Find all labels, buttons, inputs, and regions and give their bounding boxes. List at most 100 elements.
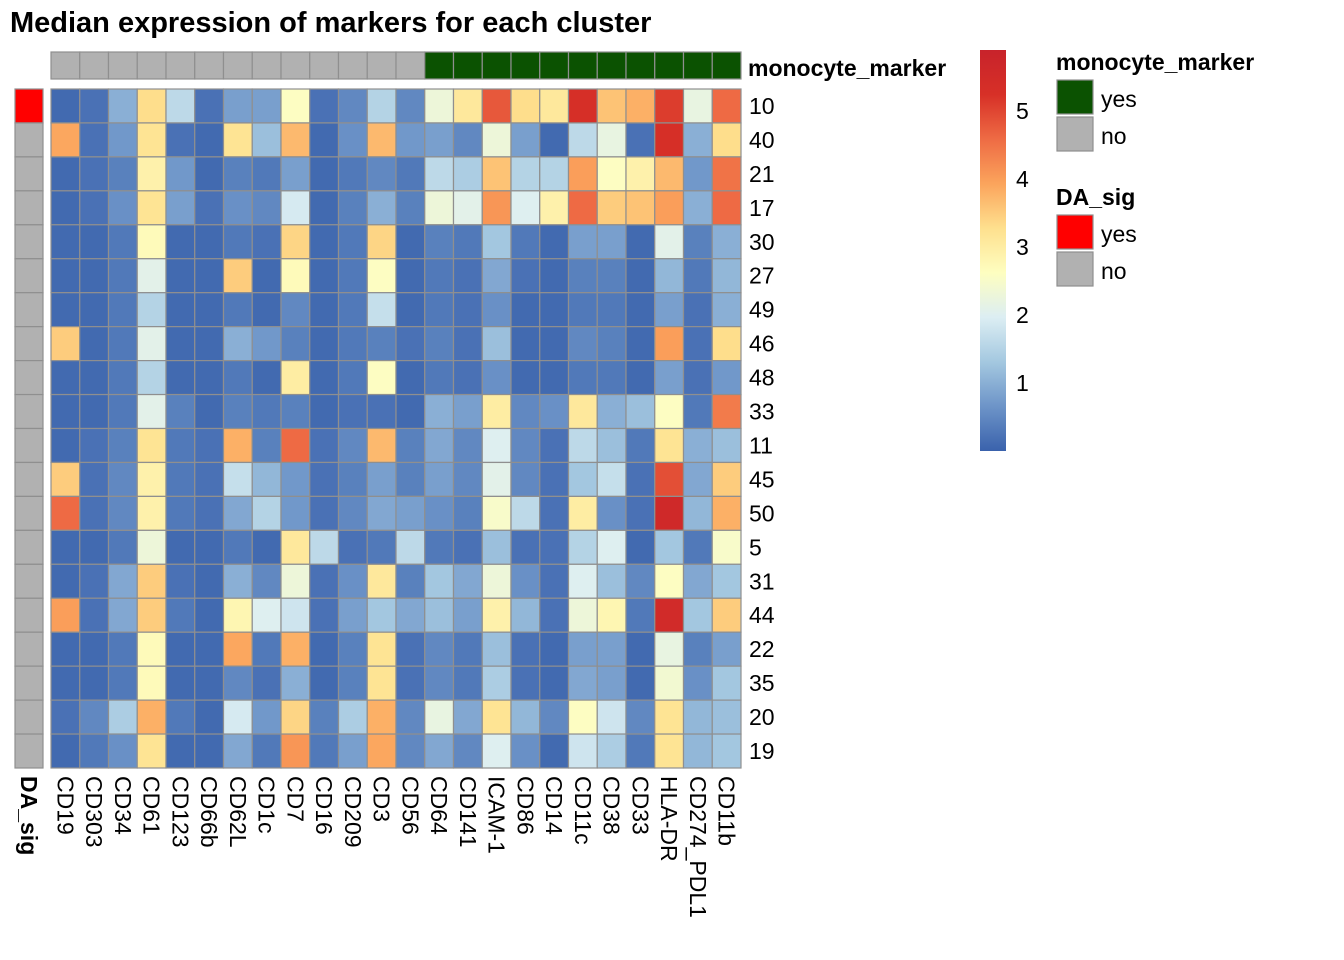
heatmap-cell xyxy=(654,495,685,531)
heatmap-cell xyxy=(366,427,397,464)
heatmap-cell xyxy=(79,665,110,701)
heatmap-cell xyxy=(251,631,282,667)
heatmap-cell xyxy=(567,190,598,226)
heatmap-cell xyxy=(452,258,483,294)
heatmap-cell xyxy=(337,122,368,158)
heatmap-cell xyxy=(194,258,225,294)
heatmap-cell xyxy=(107,122,138,158)
column-label: CD86 xyxy=(512,776,538,835)
row-annotation-cell xyxy=(14,631,44,667)
heatmap-cell xyxy=(366,495,397,531)
heatmap-cell xyxy=(136,529,167,565)
heatmap-cell xyxy=(337,495,368,531)
heatmap-cell xyxy=(222,326,253,362)
heatmap-cell xyxy=(654,665,685,701)
column-label: CD16 xyxy=(311,776,337,835)
heatmap-cell xyxy=(79,393,110,430)
column-label: CD34 xyxy=(110,776,136,835)
row-label: 46 xyxy=(749,331,775,357)
heatmap-cell xyxy=(50,224,81,260)
heatmap-cell xyxy=(337,529,368,565)
color-scale-legend: 1 2 3 4 5 xyxy=(980,50,1029,451)
heatmap-cell xyxy=(539,122,570,158)
heatmap-cell xyxy=(596,529,627,565)
heatmap-cell xyxy=(567,597,598,633)
heatmap-cell xyxy=(567,665,598,701)
heatmap-cell xyxy=(222,122,253,158)
column-annotation-cell xyxy=(251,51,282,80)
heatmap-cell xyxy=(452,122,483,158)
heatmap-cell xyxy=(366,224,397,260)
heatmap-cell xyxy=(107,563,138,599)
heatmap-cell xyxy=(452,224,483,260)
heatmap-cell xyxy=(251,597,282,633)
heatmap-cell xyxy=(79,122,110,158)
heatmap-cell xyxy=(309,597,340,633)
heatmap-cell xyxy=(682,326,713,362)
heatmap-cell xyxy=(395,292,426,328)
heatmap-cell xyxy=(107,699,138,735)
heatmap-cell xyxy=(539,529,570,565)
heatmap-cell xyxy=(136,224,167,260)
column-annotation-cell xyxy=(50,51,81,80)
row-annotation-cell xyxy=(14,461,44,498)
heatmap-cell xyxy=(165,563,196,599)
heatmap-cell xyxy=(625,292,656,328)
heatmap-cell xyxy=(366,360,397,396)
heatmap-cell xyxy=(136,495,167,531)
heatmap-cell xyxy=(337,156,368,192)
heatmap-cell xyxy=(452,360,483,396)
heatmap-cell xyxy=(107,258,138,294)
heatmap-cell xyxy=(452,529,483,565)
heatmap-cell xyxy=(280,699,311,735)
heatmap-cell xyxy=(711,122,742,158)
heatmap-cell xyxy=(50,360,81,396)
column-annotation-cell xyxy=(452,51,483,80)
heatmap-cell xyxy=(596,665,627,701)
column-annotation-cell xyxy=(280,51,311,80)
heatmap-cell xyxy=(654,224,685,260)
heatmap-cell xyxy=(539,699,570,735)
heatmap-cell xyxy=(682,699,713,735)
heatmap-cell xyxy=(251,292,282,328)
heatmap-cell xyxy=(107,393,138,430)
heatmap-cell xyxy=(654,631,685,667)
legend-item-label: no xyxy=(1101,258,1127,284)
row-label: 49 xyxy=(749,297,775,323)
row-label: 11 xyxy=(749,432,773,458)
heatmap-cell xyxy=(79,733,110,769)
heatmap-cell xyxy=(711,495,742,531)
heatmap-cell xyxy=(510,427,541,464)
heatmap-cell xyxy=(251,258,282,294)
heatmap-cell xyxy=(309,699,340,735)
heatmap-cell xyxy=(280,461,311,498)
heatmap-cell xyxy=(424,495,455,531)
heatmap-cell xyxy=(136,563,167,599)
column-annotation-cell xyxy=(222,51,253,80)
heatmap-cell xyxy=(452,495,483,531)
heatmap-cell xyxy=(596,258,627,294)
heatmap-cell xyxy=(50,495,81,531)
row-annotation-cell xyxy=(14,665,44,701)
heatmap-cell xyxy=(50,733,81,769)
heatmap-cell xyxy=(567,224,598,260)
heatmap-cell xyxy=(424,665,455,701)
column-annotation-cell xyxy=(596,51,627,80)
heatmap-cell xyxy=(136,597,167,633)
column-annotation-cell xyxy=(337,51,368,80)
heatmap-cell xyxy=(366,699,397,735)
heatmap-cell xyxy=(222,88,253,124)
legend-swatch xyxy=(1056,251,1094,287)
heatmap-cell xyxy=(222,360,253,396)
heatmap-cell xyxy=(337,393,368,430)
heatmap-cell xyxy=(481,258,512,294)
row-annotation-cell xyxy=(14,393,44,430)
heatmap-cell xyxy=(251,224,282,260)
heatmap-cell xyxy=(194,122,225,158)
heatmap-cell xyxy=(567,88,598,124)
heatmap-cell xyxy=(711,88,742,124)
column-annotation-cell xyxy=(539,51,570,80)
legend-swatch xyxy=(1056,214,1094,250)
heatmap-cell xyxy=(452,563,483,599)
heatmap-cell xyxy=(682,563,713,599)
